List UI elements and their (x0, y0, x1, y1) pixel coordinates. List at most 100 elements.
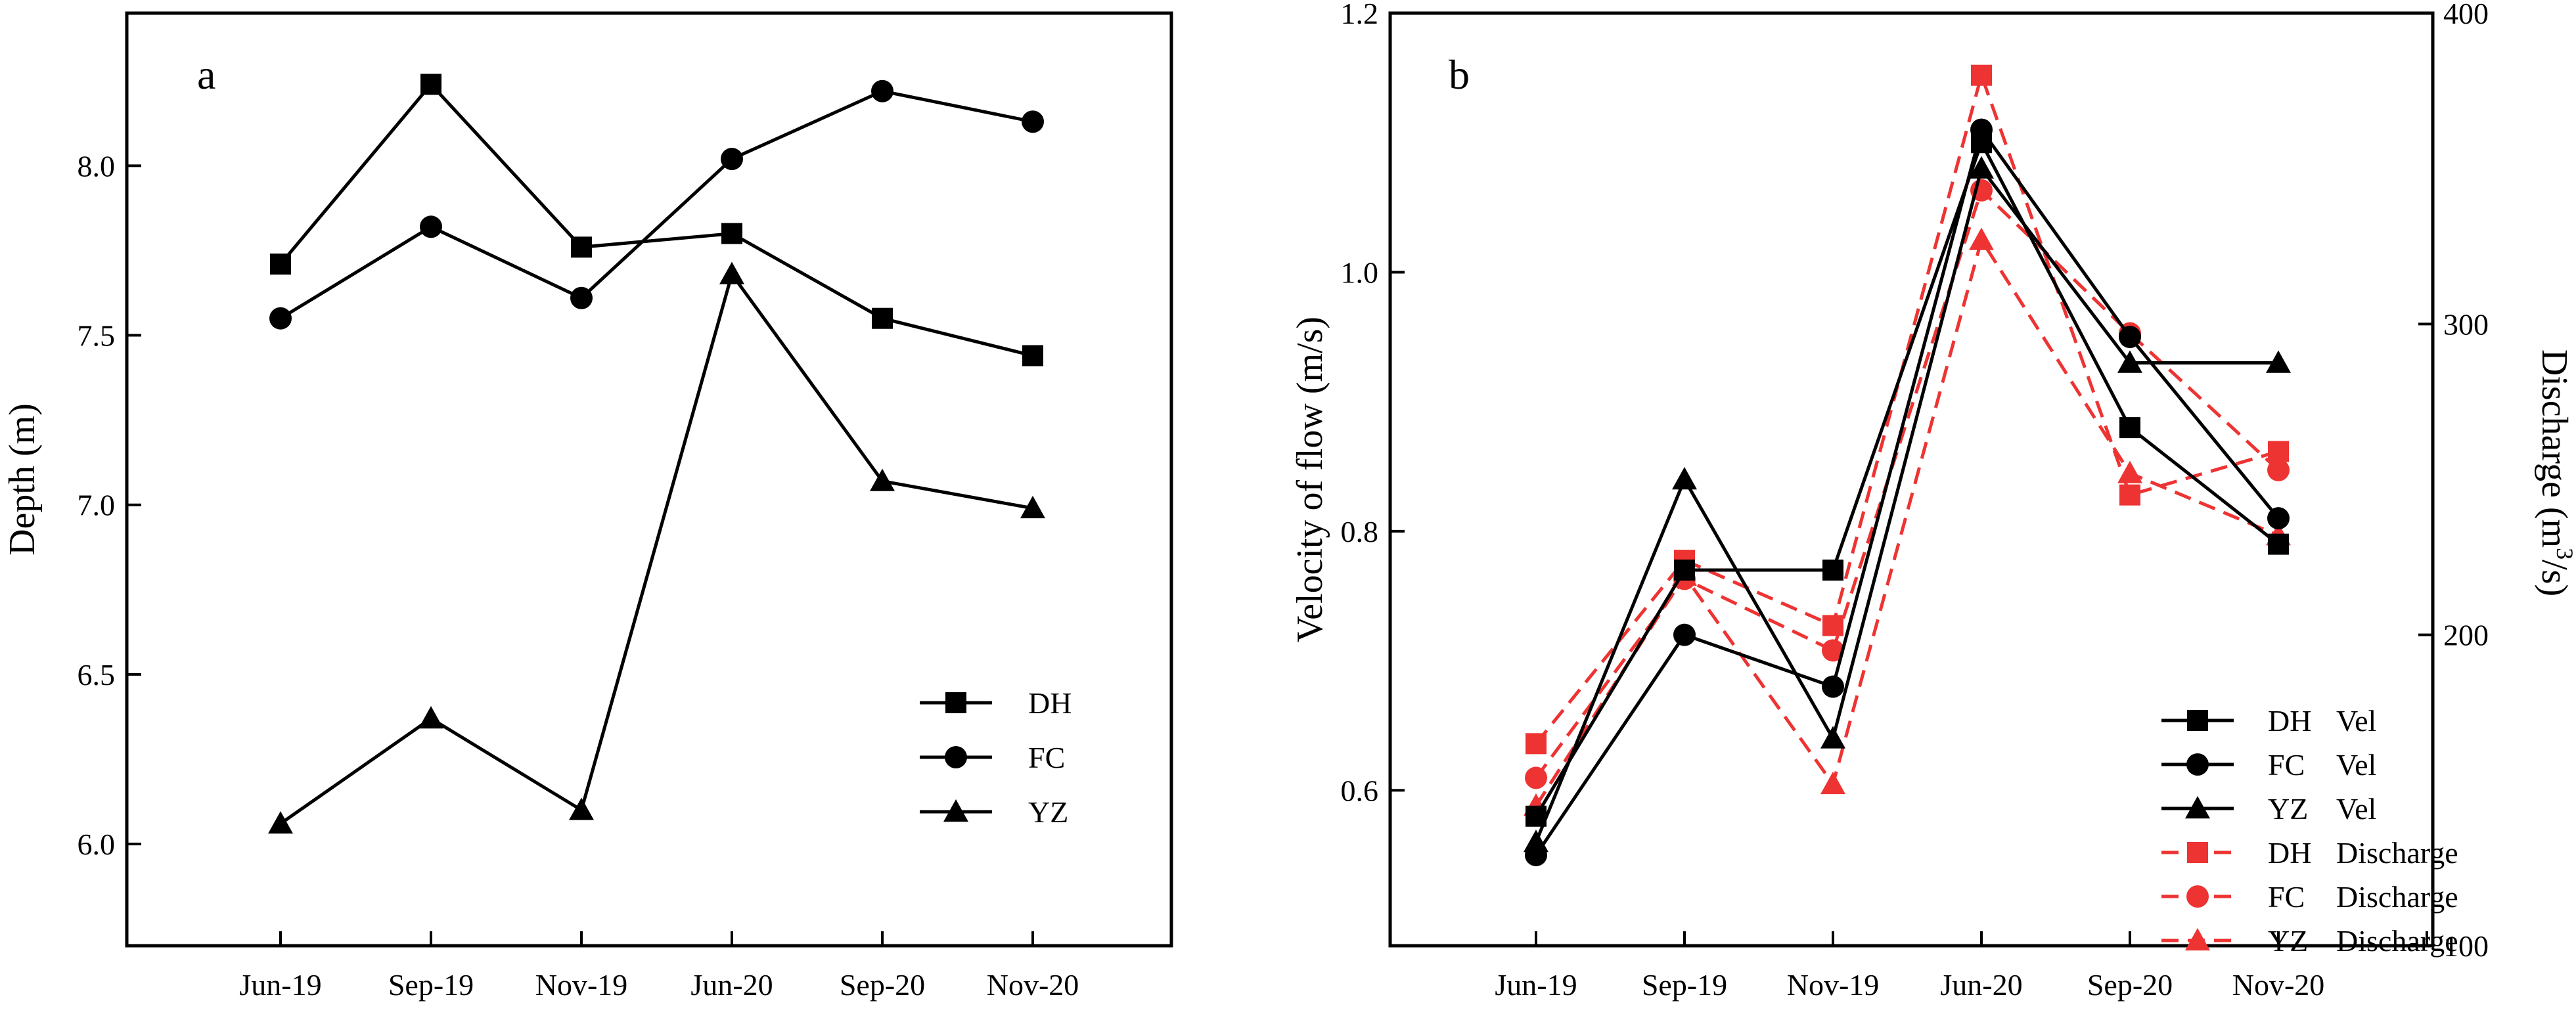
y2-title-superscript: 3 (2552, 548, 2576, 560)
panel-b-legend: DH Vel FC Vel YZ Vel DH Discharge FC Discharge YZ D… (2161, 704, 2458, 958)
data-point-fc (1022, 110, 1044, 133)
series-line-yz (279, 270, 1033, 826)
legend-label: YZ (1028, 795, 1068, 829)
data-point-yz (870, 468, 895, 491)
legend-marker (2186, 885, 2209, 908)
data-point-dh (1971, 64, 1992, 86)
panel-a-depth-chart: a Depth (m) 6.0 6.5 7.0 7.5 8.0 Jun-19 Sep-19… (2, 11, 1173, 1002)
panel-a-series (268, 74, 1045, 834)
data-point-yz (1672, 467, 1697, 490)
series-line-fc-vel (1534, 125, 2280, 856)
data-point-dh (2268, 441, 2289, 462)
legend-marker (2185, 796, 2210, 819)
data-point-fc (871, 79, 893, 102)
x-tick-label: Jun-20 (1940, 968, 2022, 1002)
data-point-fc (1673, 623, 1696, 646)
data-point-yz (418, 706, 443, 729)
data-point-yz (1969, 156, 1994, 179)
data-point-yz (2117, 350, 2142, 373)
y-tick-label: 1.2 (1341, 0, 1379, 30)
data-point-dh (270, 254, 291, 275)
panel-b-x-axis: Jun-19 Sep-19 Nov-19 Jun-20 Sep-20 Nov-20 (1495, 931, 2428, 1002)
y-tick-label: 0.8 (1341, 515, 1379, 548)
series-line-fc-discharge (1534, 187, 2280, 779)
data-point-dh (420, 74, 441, 95)
data-point-fc (1822, 639, 1844, 662)
data-point-yz (268, 811, 293, 834)
data-point-fc (269, 307, 292, 330)
legend-label-suffix: Discharge (2336, 880, 2458, 914)
x-tick-label: Jun-20 (690, 968, 773, 1002)
y2-title-end: /s) (2534, 560, 2575, 596)
panel-a-y-axis-title: Depth (m) (2, 403, 43, 556)
legend-label: YZ (2268, 792, 2308, 826)
data-point-dh (2268, 533, 2289, 555)
x-tick-label: Sep-20 (2087, 968, 2173, 1002)
x-tick-label: Sep-20 (840, 968, 925, 1002)
data-point-yz (2117, 460, 2142, 483)
data-point-yz (569, 797, 594, 820)
series-line-fc (279, 89, 1033, 320)
legend-marker (2187, 710, 2208, 731)
y2-tick-label: 400 (2443, 0, 2489, 30)
data-point-dh (2119, 484, 2140, 506)
data-point-dh (1822, 560, 1843, 581)
legend-label-suffix: Discharge (2336, 924, 2458, 958)
legend-label-suffix: Discharge (2336, 836, 2458, 870)
legend-marker (2186, 753, 2209, 776)
series-line-dh-vel (1534, 138, 2280, 818)
data-point-yz (2266, 350, 2291, 373)
panel-a-x-axis: Jun-19 Sep-19 Nov-19 Jun-20 Sep-20 Nov-20 (239, 931, 1079, 1002)
panel-b-y2-axis: 100 200 300 400 (2418, 0, 2489, 963)
legend-label-suffix: Vel (2336, 792, 2376, 826)
panel-a-y-axis: 6.0 6.5 7.0 7.5 8.0 (78, 149, 141, 861)
data-point-fc (2119, 326, 2141, 349)
panel-b-label: b (1449, 51, 1470, 98)
data-point-dh (721, 223, 742, 244)
series-line-yz-discharge (1534, 236, 2279, 807)
legend-label-suffix: Vel (2336, 704, 2376, 738)
data-point-yz (1820, 726, 1845, 749)
data-point-yz (1969, 227, 1994, 250)
data-point-fc (420, 215, 442, 238)
y-tick-label: 8.0 (78, 149, 116, 183)
legend-label: DH (2268, 836, 2311, 870)
data-point-dh (571, 236, 592, 258)
series-line-dh (279, 81, 1033, 357)
legend-marker (2187, 842, 2208, 863)
data-point-fc (2267, 507, 2290, 530)
x-tick-label: Nov-20 (987, 968, 1079, 1002)
data-point-yz (719, 261, 744, 284)
legend-label: DH (2268, 704, 2311, 738)
data-point-yz (1820, 771, 1845, 795)
x-tick-label: Sep-19 (1642, 968, 1727, 1002)
data-point-dh (2119, 417, 2140, 439)
panel-a-legend: DH FC YZ (920, 686, 1072, 829)
panel-b-velocity-discharge-chart: b Velocity of flow (m/s) Discharge (m3/s… (1290, 0, 2576, 1002)
y2-tick-label: 200 (2443, 619, 2489, 652)
panel-a-label: a (197, 51, 215, 98)
panel-b-y-axis-title: Velocity of flow (m/s) (1290, 317, 1330, 642)
panel-b-series (1524, 64, 2291, 866)
x-tick-label: Jun-19 (239, 968, 321, 1002)
panel-b-plot-frame (1388, 11, 2435, 948)
legend-label: YZ (2268, 924, 2308, 958)
data-point-dh (1525, 733, 1547, 755)
x-tick-label: Nov-20 (2232, 968, 2325, 1002)
legend-marker (943, 799, 968, 822)
data-point-fc (1822, 675, 1844, 698)
y-tick-label: 7.5 (78, 319, 116, 353)
data-point-fc (1525, 766, 1547, 789)
y-tick-label: 6.5 (78, 658, 116, 692)
y-tick-label: 0.6 (1341, 774, 1379, 807)
legend-label: FC (2268, 748, 2305, 782)
panel-b-y-axis: 0.6 0.8 1.0 1.2 (1341, 0, 1405, 807)
data-point-fc (1970, 118, 1993, 141)
y-tick-label: 7.0 (78, 489, 116, 522)
x-tick-label: Nov-19 (1787, 968, 1880, 1002)
x-tick-label: Jun-19 (1495, 968, 1577, 1002)
panel-a-plot-frame (125, 11, 1173, 948)
legend-label: FC (2268, 880, 2305, 914)
x-tick-label: Nov-19 (535, 968, 628, 1002)
data-point-yz (1020, 495, 1045, 519)
